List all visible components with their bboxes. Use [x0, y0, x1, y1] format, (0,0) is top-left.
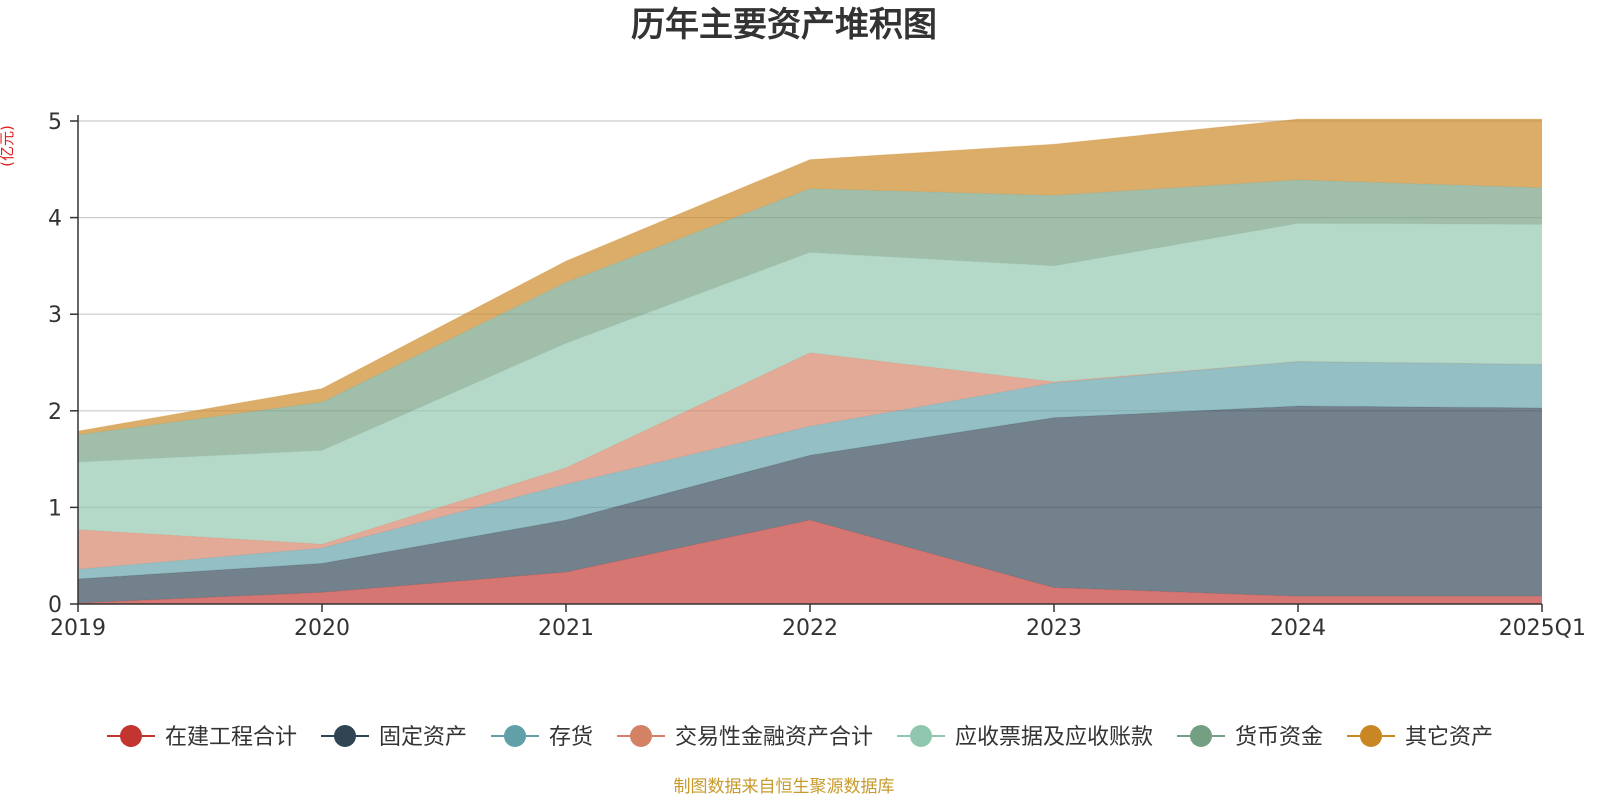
area-series-4 [78, 352, 1542, 570]
axes: 0 1 2 3 4 5 2019 2020 2021 2022 2023 2024 2025Q1 [48, 110, 1586, 641]
legend-circle-icon [630, 725, 652, 747]
chart-title: 历年主要资产堆积图 [631, 5, 937, 45]
data-source-note: 制图数据来自恒生聚源数据库 [674, 777, 895, 797]
y-tick-label: 3 [48, 303, 62, 328]
x-tick-label: 2019 [50, 616, 106, 641]
y-tick-label: 1 [48, 496, 62, 521]
legend-label: 存货 [549, 725, 593, 750]
legend-circle-icon [334, 725, 356, 747]
area-series-2 [78, 406, 1542, 603]
x-tick-label: 2025Q1 [1499, 616, 1586, 641]
legend-label: 在建工程合计 [165, 725, 297, 750]
legend: 在建工程合计 固定资产 存货 交易性金融资产合计 应收票据及应收账款 货币资金 其它资产 [107, 725, 1493, 750]
legend-item-7[interactable]: 其它资产 [1347, 725, 1493, 750]
legend-label: 交易性金融资产合计 [675, 725, 873, 750]
legend-item-2[interactable]: 固定资产 [321, 725, 467, 750]
legend-item-1[interactable]: 在建工程合计 [107, 725, 297, 750]
y-tick-label: 0 [48, 593, 62, 618]
x-tick-label: 2021 [538, 616, 594, 641]
area-series-6 [78, 179, 1542, 462]
legend-circle-icon [504, 725, 526, 747]
legend-label: 货币资金 [1235, 725, 1323, 750]
area-series-3 [78, 361, 1542, 579]
legend-item-3[interactable]: 存货 [491, 725, 593, 750]
legend-circle-icon [910, 725, 932, 747]
area-series-layer [77, 118, 1543, 604]
y-tick-label: 5 [48, 110, 62, 135]
legend-circle-icon [120, 725, 142, 747]
y-tick-label: 2 [48, 400, 62, 425]
y-tick-label: 4 [48, 207, 62, 232]
legend-label: 固定资产 [379, 725, 467, 750]
legend-circle-icon [1360, 725, 1382, 747]
legend-item-4[interactable]: 交易性金融资产合计 [617, 725, 873, 750]
x-tick-label: 2022 [782, 616, 838, 641]
legend-label: 应收票据及应收账款 [955, 725, 1153, 750]
legend-circle-icon [1190, 725, 1212, 747]
legend-item-5[interactable]: 应收票据及应收账款 [897, 725, 1153, 750]
area-series-7 [78, 119, 1542, 435]
area-series-1 [78, 520, 1542, 604]
x-tick-label: 2020 [294, 616, 350, 641]
x-tick-label: 2023 [1026, 616, 1082, 641]
x-tick-label: 2024 [1270, 616, 1326, 641]
legend-label: 其它资产 [1405, 725, 1493, 750]
area-series-5 [78, 223, 1542, 545]
legend-item-6[interactable]: 货币资金 [1177, 725, 1323, 750]
y-axis-unit: (亿元) [0, 125, 16, 167]
area-series-edge-7 [77, 118, 1542, 432]
